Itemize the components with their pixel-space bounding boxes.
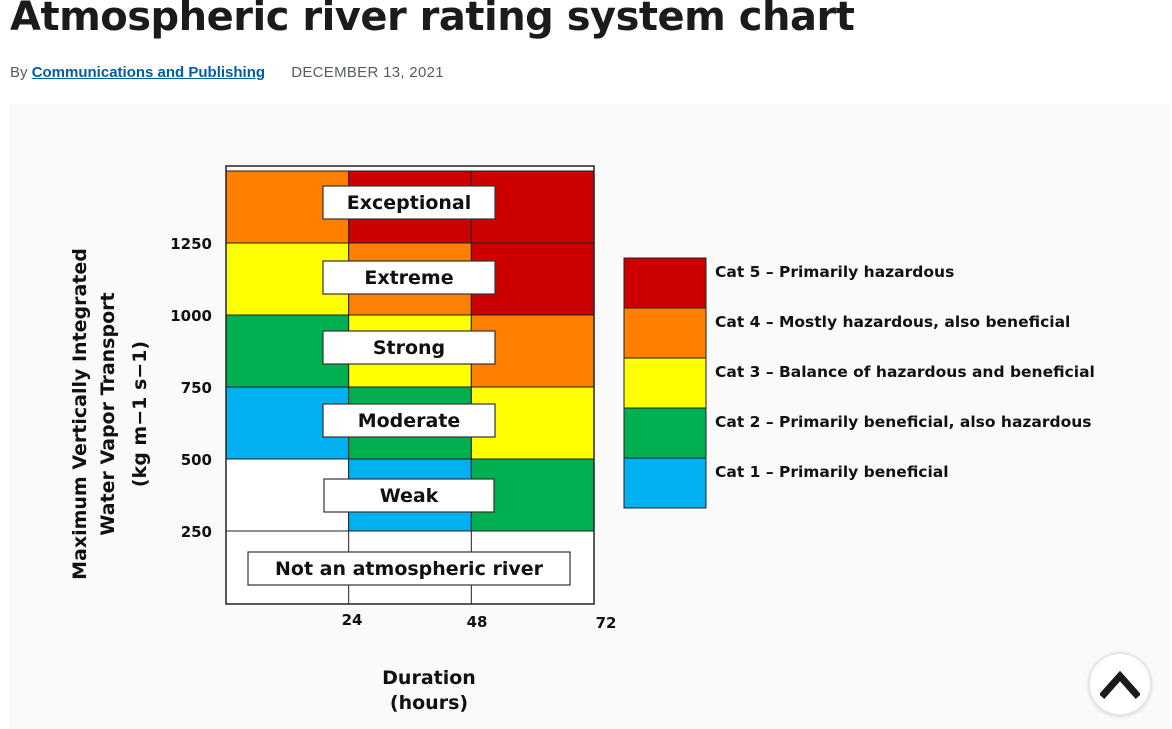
band-label-box xyxy=(322,403,496,438)
chevron-up-icon xyxy=(1100,670,1140,699)
legend-label: Cat 1 – Primarily beneficial xyxy=(715,463,949,481)
legend-swatch xyxy=(623,307,707,359)
legend-label: Cat 3 – Balance of hazardous and benefic… xyxy=(715,363,1095,381)
band-label-box xyxy=(323,478,495,513)
x-axis-label: Duration xyxy=(382,667,476,689)
band-label-box xyxy=(322,185,496,220)
byline-prefix: By xyxy=(10,64,28,81)
page-title: Atmospheric river rating system chart xyxy=(10,0,855,40)
legend-swatch xyxy=(623,457,707,509)
band-label: Extreme xyxy=(364,267,453,289)
y-tick-label: 1000 xyxy=(170,307,212,325)
band-label-box xyxy=(322,330,496,365)
band-label: Moderate xyxy=(358,410,461,432)
x-tick-label: 48 xyxy=(467,613,488,631)
x-tick-label: 72 xyxy=(596,614,617,632)
band-label: Exceptional xyxy=(347,192,472,214)
y-axis-label: Water Vapor Transport xyxy=(97,292,119,535)
band-label-box xyxy=(247,551,571,586)
legend-label: Cat 2 – Primarily beneficial, also hazar… xyxy=(715,413,1092,431)
chart-plot-border xyxy=(225,165,595,605)
x-tick-label: 24 xyxy=(342,611,363,629)
ar-rating-chart: Not an atmospheric river Weak Moderate Stro… xyxy=(69,165,1095,714)
y-tick-label: 750 xyxy=(181,379,212,397)
legend-swatch xyxy=(623,357,707,409)
y-tick-label: 1250 xyxy=(170,235,212,253)
publish-date: DECEMBER 13, 2021 xyxy=(291,64,444,81)
y-axis-label: (kg m−1 s−1) xyxy=(129,341,151,487)
y-tick-label: 250 xyxy=(181,523,212,541)
y-tick-label: 500 xyxy=(181,451,212,469)
y-axis-label: Maximum Vertically Integrated xyxy=(69,248,91,580)
chart-figure: Not an atmospheric river Weak Moderate Stro… xyxy=(10,104,1170,729)
author-link[interactable]: Communications and Publishing xyxy=(31,64,266,81)
band-label-box xyxy=(322,260,496,295)
band-label: Weak xyxy=(380,485,439,507)
legend-swatch xyxy=(623,407,707,459)
back-to-top-button[interactable] xyxy=(1088,652,1152,716)
band-label: Not an atmospheric river xyxy=(275,558,544,580)
x-axis-label: (hours) xyxy=(390,692,468,714)
byline: By Communications and Publishing DECEMBE… xyxy=(10,64,444,81)
legend-label: Cat 4 – Mostly hazardous, also beneficia… xyxy=(715,313,1070,331)
legend-swatch xyxy=(623,257,707,309)
band-label: Strong xyxy=(373,337,445,359)
legend-label: Cat 5 – Primarily hazardous xyxy=(715,263,954,281)
